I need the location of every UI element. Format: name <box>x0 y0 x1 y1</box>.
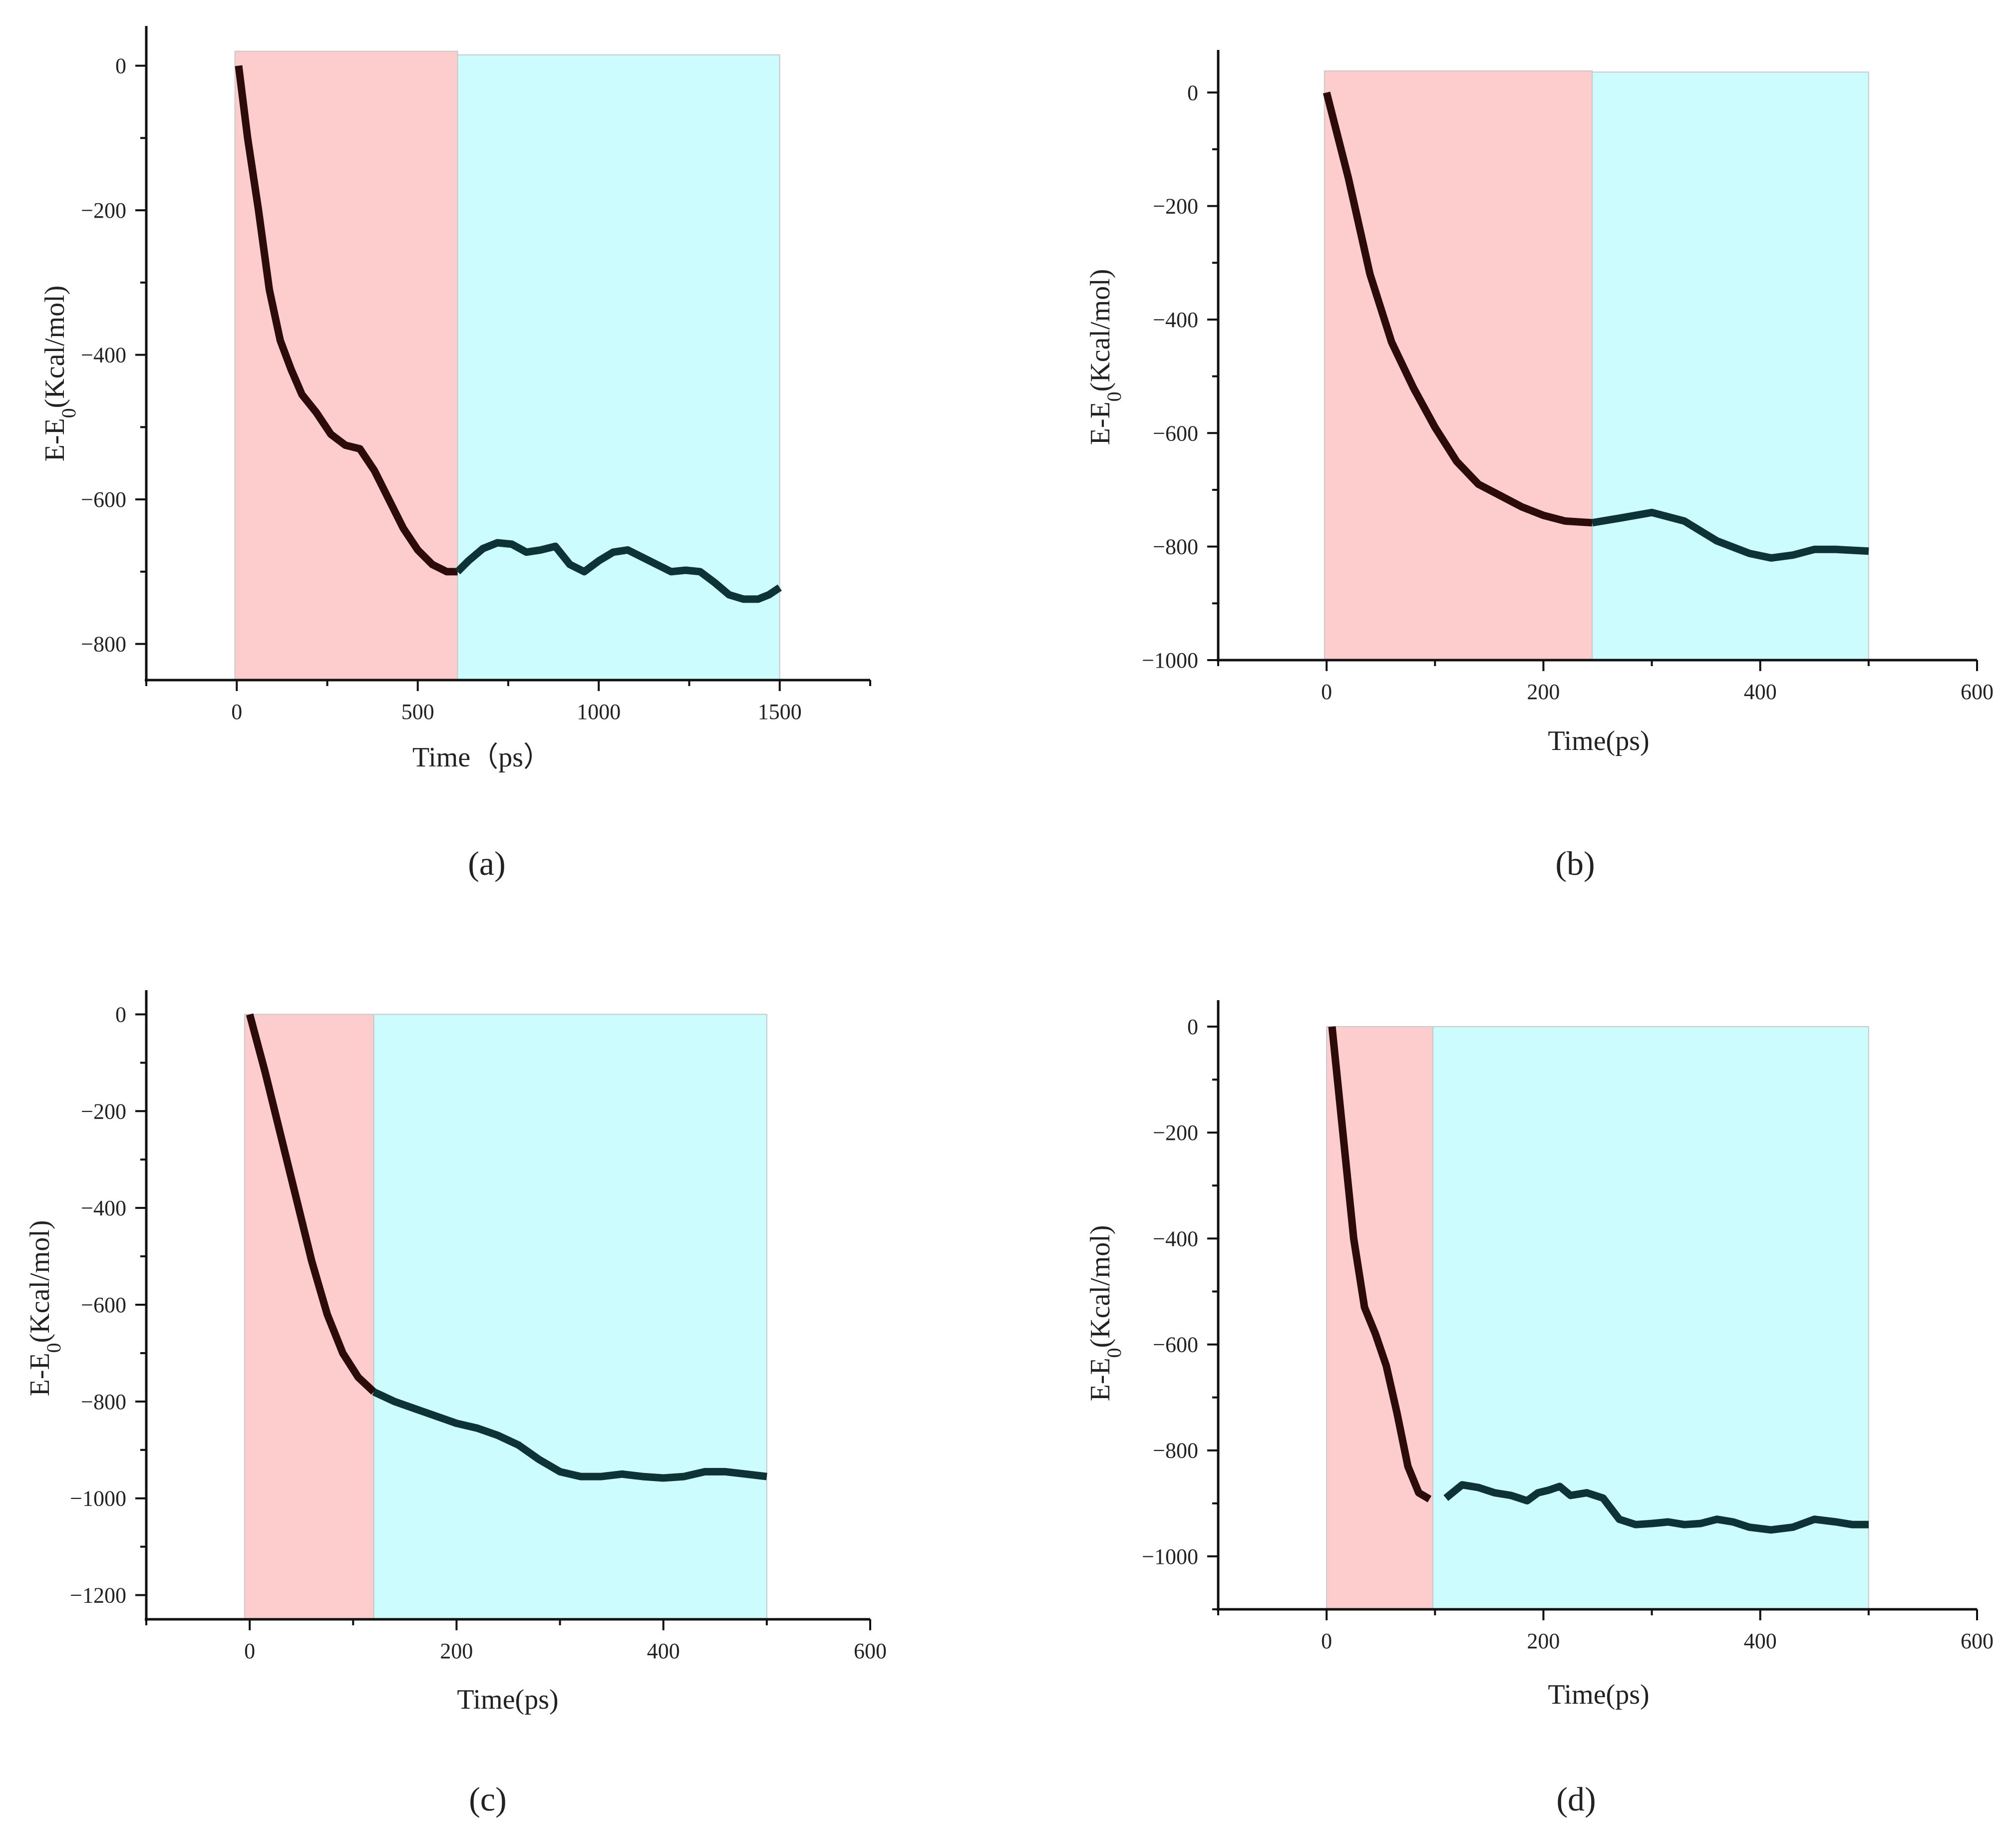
panel-c-region-phase-2 <box>373 1014 767 1620</box>
panel-d-y-tick-label: −200 <box>1153 1120 1198 1145</box>
panel-a-label: (a) <box>468 844 505 882</box>
panel-c-y-tick-label: −1200 <box>70 1583 126 1608</box>
panel-a-line-phase-1 <box>235 65 458 576</box>
panel-d-x-tick-label: 400 <box>1744 1629 1777 1653</box>
panel-a-y-label: E-E0(Kcal/mol) <box>39 286 80 462</box>
panel-a-y-tick-label: 0 <box>115 54 126 78</box>
panel-a-y-tick-label: −400 <box>81 343 126 368</box>
panel-c-region-phase-1 <box>244 1014 374 1620</box>
panel-d-line-phase-1 <box>1328 1026 1432 1502</box>
panel-d-regions <box>1326 1026 1869 1610</box>
panel-b-line-phase-1 <box>1323 91 1593 527</box>
panel-a-x-tick-label: 1500 <box>758 700 802 724</box>
panel-c-y-tick-label: −800 <box>81 1390 126 1414</box>
panel-d-x-tick-label: 600 <box>1961 1629 1994 1653</box>
panel-b-x-tick-label: 200 <box>1527 680 1560 704</box>
panel-d-label: (d) <box>1556 1780 1596 1818</box>
panel-b: 0 200 400 600 0 −200 −400 −600 −800 −1000 Time(ps… <box>1085 50 1994 882</box>
panel-b-x-label: Time(ps) <box>1548 726 1649 756</box>
panel-b-line-phase-2 <box>1591 508 1869 562</box>
panel-a-line-phase-2 <box>455 539 782 603</box>
panel-c-y-label: E-E0(Kcal/mol) <box>24 1220 65 1397</box>
panel-c: 0 200 400 600 0 −200 −400 −600 −800 −1000 −1200 Ti… <box>24 990 887 1818</box>
panel-d-line-phase-2 <box>1443 1481 1869 1534</box>
panel-b-x-tick-label: 400 <box>1744 680 1777 704</box>
panel-c-x-label: Time(ps) <box>457 1684 558 1715</box>
panel-d-y-tick-label: 0 <box>1187 1015 1198 1039</box>
panel-a-regions <box>234 50 780 681</box>
panel-b-x-tick-label: 600 <box>1961 680 1994 704</box>
panel-c-y-tick-label: 0 <box>115 1002 126 1027</box>
panel-b-x-tick-label: 0 <box>1321 680 1332 704</box>
panel-a: 0 500 1000 1500 0 −200 −400 −600 −800 Time（ps） E… <box>39 26 871 882</box>
panel-a-y-tick-label: −600 <box>81 487 126 512</box>
panel-c-line-phase-2 <box>372 1388 767 1482</box>
panel-a-x-tick-label: 500 <box>401 700 434 724</box>
panel-b-axes: 0 200 400 600 0 −200 −400 −600 −800 −1000 <box>1142 50 1994 704</box>
panel-b-y-tick-label: −400 <box>1153 308 1198 332</box>
panel-b-y-tick-label: −600 <box>1153 421 1198 445</box>
panel-a-region-phase-2 <box>457 54 780 681</box>
panel-c-x-tick-label: 0 <box>244 1639 255 1663</box>
panel-c-x-tick-label: 200 <box>440 1639 473 1663</box>
panel-c-y-tick-label: −600 <box>81 1293 126 1317</box>
panel-b-y-tick-label: −200 <box>1153 194 1198 219</box>
panel-c-y-tick-label: −200 <box>81 1099 126 1123</box>
panel-b-region-phase-2 <box>1592 71 1869 661</box>
panel-d-region-phase-2 <box>1432 1026 1869 1610</box>
panel-a-x-tick-label: 1000 <box>577 700 621 724</box>
panel-d-y-tick-label: −400 <box>1153 1226 1198 1251</box>
panel-c-x-tick-label: 400 <box>647 1639 680 1663</box>
panel-d: 0 200 400 600 0 −200 −400 −600 −800 −1000 Time(ps… <box>1085 1000 1994 1818</box>
panel-b-label: (b) <box>1555 844 1595 882</box>
panel-d-x-tick-label: 0 <box>1321 1629 1332 1653</box>
panel-d-y-tick-label: −1000 <box>1142 1544 1198 1569</box>
panel-b-regions <box>1324 70 1869 661</box>
panel-b-y-tick-label: 0 <box>1187 80 1198 105</box>
panel-c-y-tick-label: −1000 <box>70 1486 126 1511</box>
panel-a-y-tick-label: −200 <box>81 198 126 223</box>
panel-b-curve <box>1323 91 1869 562</box>
panel-b-y-label: E-E0(Kcal/mol) <box>1085 269 1125 445</box>
panel-d-x-tick-label: 200 <box>1527 1629 1560 1653</box>
panel-c-curve <box>246 1013 767 1482</box>
panel-b-y-tick-label: −1000 <box>1142 648 1198 673</box>
panel-d-curve <box>1328 1026 1869 1534</box>
panel-d-y-label: E-E0(Kcal/mol) <box>1085 1225 1125 1402</box>
panel-a-region-phase-1 <box>234 50 458 681</box>
panel-a-y-tick-label: −800 <box>81 632 126 657</box>
panel-a-x-label: Time（ps） <box>412 742 551 773</box>
panel-c-axes: 0 200 400 600 0 −200 −400 −600 −800 −1000 −1200 <box>70 990 887 1663</box>
panel-c-x-tick-label: 600 <box>854 1639 887 1663</box>
panel-b-region-phase-1 <box>1324 70 1593 661</box>
panel-d-y-tick-label: −800 <box>1153 1439 1198 1463</box>
panel-c-regions <box>244 1014 767 1620</box>
panel-c-y-tick-label: −400 <box>81 1196 126 1220</box>
panel-a-x-tick-label: 0 <box>231 700 242 724</box>
panel-d-axes: 0 200 400 600 0 −200 −400 −600 −800 −1000 <box>1142 1000 1994 1653</box>
panel-d-x-label: Time(ps) <box>1548 1679 1649 1710</box>
panel-c-line-phase-1 <box>246 1013 376 1395</box>
panel-d-y-tick-label: −600 <box>1153 1333 1198 1357</box>
panel-c-label: (c) <box>469 1780 506 1818</box>
panel-a-axes: 0 500 1000 1500 0 −200 −400 −600 −800 <box>81 26 871 724</box>
panel-a-curve <box>235 65 782 603</box>
panel-b-y-tick-label: −800 <box>1153 535 1198 559</box>
